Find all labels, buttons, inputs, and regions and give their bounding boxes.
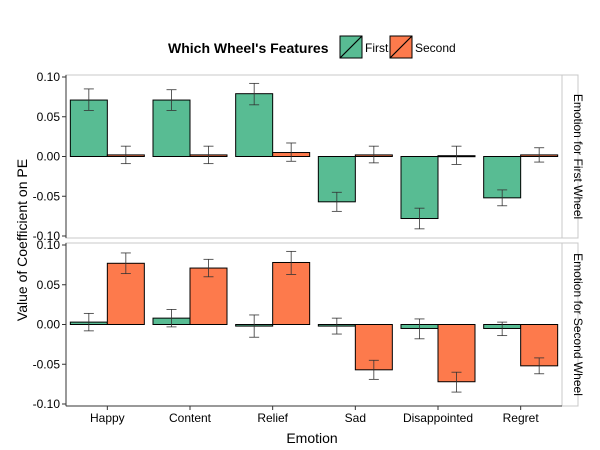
error-bar-first-happy xyxy=(83,88,94,111)
error-bar-second-happy xyxy=(120,252,131,275)
error-bar-second-content xyxy=(203,258,214,278)
error-bar-second-regret xyxy=(534,357,545,375)
error-bar-first-disappointed xyxy=(414,318,425,340)
error-bar-second-relief xyxy=(286,142,297,162)
legend-entry-second: Second xyxy=(389,35,456,59)
bar-second-content xyxy=(189,267,228,325)
error-bar-first-happy xyxy=(83,312,94,332)
y-tick-label: 0.10 xyxy=(37,238,61,252)
legend-swatch-diagonal xyxy=(339,35,363,59)
error-bar-first-disappointed xyxy=(414,207,425,230)
y-tick-label: -0.10 xyxy=(33,397,61,411)
error-bar-first-regret xyxy=(497,321,508,337)
panel-background xyxy=(65,242,563,407)
legend-title: Which Wheel's Features xyxy=(168,40,329,56)
y-axis-title: Value of Coefficient on PE xyxy=(14,159,30,321)
y-tick-label: 0.00 xyxy=(37,318,61,332)
error-bar-first-sad xyxy=(331,317,342,335)
panel-2: Emotion for Second Wheel 0.10 0.05 0.00 -0.0… xyxy=(33,238,585,425)
error-bar-first-regret xyxy=(497,189,508,207)
error-bar-first-content xyxy=(166,308,177,328)
y-tick-label: 0.05 xyxy=(37,110,61,124)
y-tick-label: 0.00 xyxy=(37,150,61,164)
bar-second-regret xyxy=(520,324,559,367)
error-bar-second-regret xyxy=(534,147,545,163)
y-tick-label: 0.05 xyxy=(37,278,61,292)
x-tick-label-regret: Regret xyxy=(503,411,540,425)
error-bar-first-sad xyxy=(331,191,342,212)
error-bar-second-sad xyxy=(368,359,379,380)
x-tick-label-content: Content xyxy=(169,411,212,425)
panel-1: Emotion for First Wheel 0.10 0.05 0.00 -0.05… xyxy=(33,70,585,243)
facet-strip xyxy=(561,74,579,239)
error-bar-first-relief xyxy=(249,82,260,106)
x-tick-label-sad: Sad xyxy=(345,411,366,425)
x-axis-title: Emotion xyxy=(286,430,337,446)
legend-label-first: First xyxy=(365,41,389,55)
legend-entry-first: First xyxy=(339,35,389,59)
y-tick-label: -0.05 xyxy=(33,357,61,371)
error-bar-second-sad xyxy=(368,145,379,164)
x-tick-label-disappointed: Disappointed xyxy=(403,411,473,425)
error-bar-second-content xyxy=(203,145,214,165)
y-tick-label: 0.10 xyxy=(37,70,61,84)
legend: Which Wheel's Features First Second xyxy=(168,35,456,59)
y-tick-label: -0.10 xyxy=(33,229,61,243)
y-tick-label: -0.05 xyxy=(33,189,61,203)
facet-strip-label: Emotion for Second Wheel xyxy=(571,253,585,396)
facet-strip-label: Emotion for First Wheel xyxy=(571,94,585,219)
x-tick-label-relief: Relief xyxy=(257,411,288,425)
legend-label-second: Second xyxy=(415,41,456,55)
error-bar-second-relief xyxy=(286,250,297,275)
error-bar-second-disappointed xyxy=(451,145,462,165)
error-bar-first-content xyxy=(166,89,177,111)
error-bar-second-happy xyxy=(120,145,131,165)
facet-strip xyxy=(561,242,579,407)
x-tick-label-happy: Happy xyxy=(90,411,125,425)
error-bar-first-relief xyxy=(249,314,260,338)
error-bar-second-disappointed xyxy=(451,371,462,393)
legend-swatch-diagonal xyxy=(389,35,413,59)
